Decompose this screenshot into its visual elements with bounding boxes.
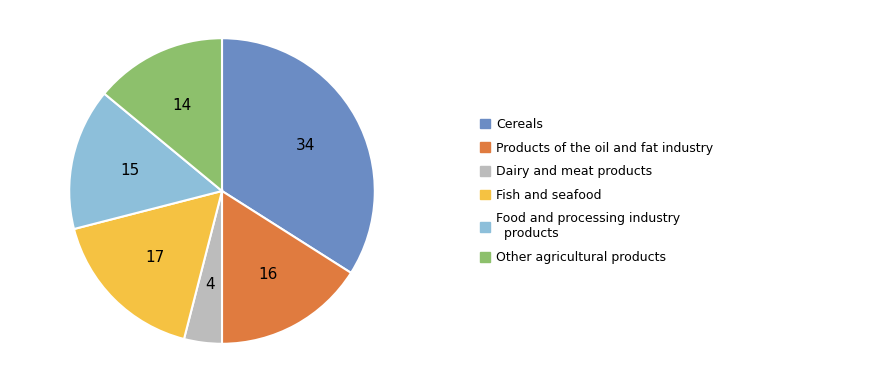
Text: 16: 16 [258,267,277,282]
Text: 34: 34 [296,138,314,153]
Wedge shape [69,94,222,229]
Text: 14: 14 [172,98,191,113]
Wedge shape [74,191,222,339]
Text: 15: 15 [120,163,139,178]
Legend: Cereals, Products of the oil and fat industry, Dairy and meat products, Fish and: Cereals, Products of the oil and fat ind… [480,118,713,264]
Text: 17: 17 [146,251,164,265]
Wedge shape [184,191,222,344]
Wedge shape [222,191,351,344]
Wedge shape [104,38,222,191]
Text: 4: 4 [205,277,215,293]
Wedge shape [222,38,375,273]
